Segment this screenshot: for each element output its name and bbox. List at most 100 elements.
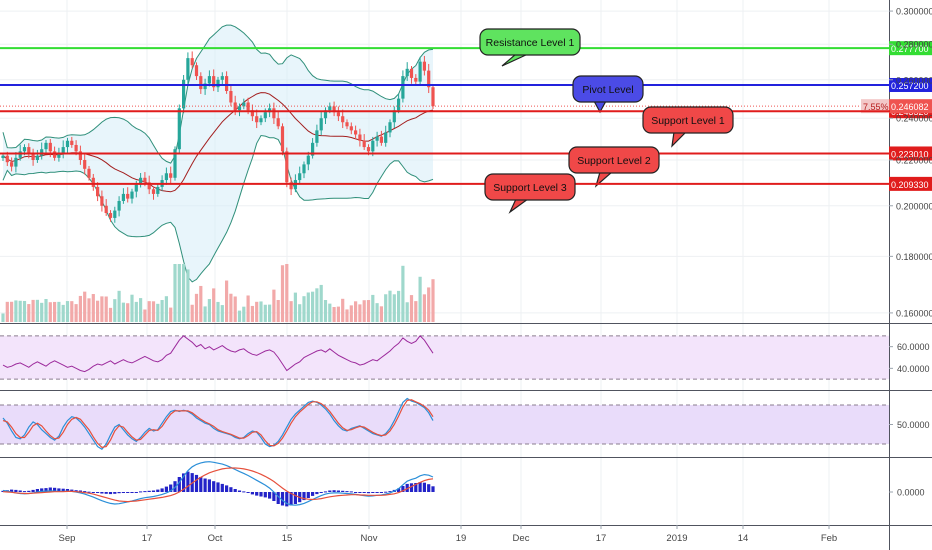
level-callout[interactable]: Resistance Level 1 (479, 28, 581, 67)
macd-histogram-bar (401, 486, 405, 492)
change-badge[interactable]: 7.55% (861, 99, 889, 114)
volume-bar (422, 294, 426, 322)
level-price-tag[interactable]: 0.257200 (889, 77, 932, 92)
volume-bar (345, 309, 349, 322)
volume-bar (164, 296, 168, 322)
macd-histogram-bar (48, 487, 52, 492)
volume-bar (311, 291, 315, 322)
candle (280, 126, 285, 152)
macd-line-1 (2, 467, 434, 503)
macd-histogram-bar (409, 483, 414, 492)
x-tick-label: Oct (208, 533, 223, 544)
rsi-band (0, 335, 890, 380)
price-axis[interactable]: 0.2777000.2572000.2435200.2230100.209330… (861, 7, 932, 498)
y-tick-label: 0.220000 (896, 156, 932, 166)
candle (212, 76, 216, 88)
candle (87, 168, 91, 178)
volume-bar (104, 296, 108, 322)
candle (186, 58, 190, 80)
callout-box (642, 106, 734, 134)
y-tick-label: 0.260000 (896, 75, 932, 85)
level-price-tag[interactable]: 0.223010 (889, 146, 932, 161)
volume-bar (78, 295, 82, 322)
candle (164, 173, 168, 181)
volume-bar (70, 301, 74, 322)
time-axis[interactable]: Sep 17 Oct 15 Nov 19 Dec 17 2019 14 Feb (59, 525, 838, 544)
volume-bar (160, 300, 164, 322)
macd-histogram-bar (169, 484, 173, 492)
x-tick-label: Sep (59, 533, 76, 544)
macd-histogram-bar (87, 491, 91, 493)
candle (375, 136, 379, 141)
callout-label: Support Level 3 (493, 182, 567, 194)
x-tick-label: Nov (361, 533, 378, 544)
volume-bar (207, 299, 211, 322)
volume-bar (1, 313, 5, 322)
macd-histogram-bar (379, 492, 383, 493)
volume-bar (418, 276, 422, 322)
level-callout[interactable]: Pivot Level (572, 75, 644, 114)
y-tick-label: 0.160000 (896, 308, 932, 318)
candle (379, 136, 383, 143)
macd-histogram-bar (422, 482, 426, 492)
volume-bar (216, 301, 220, 322)
volume-bar (349, 305, 353, 322)
level-callout[interactable]: Support Level 1 (642, 106, 734, 148)
callout-box (572, 75, 644, 103)
price-panel[interactable] (0, 24, 890, 322)
stoch-line-1 (2, 399, 434, 448)
candle (18, 151, 22, 158)
rsi-panel[interactable] (0, 335, 890, 380)
candle (1, 155, 5, 159)
change-badge-bg (861, 99, 889, 114)
level-price-tag-text: 0.223010 (891, 149, 929, 159)
macd-histogram-bar (139, 491, 143, 493)
volume-bar (44, 299, 48, 322)
x-tick-label: 17 (142, 533, 153, 544)
x-tick-label: 19 (456, 533, 467, 544)
macd-histogram-bar (14, 489, 18, 492)
change-badge-text: 7.55% (863, 102, 889, 112)
level-price-tag[interactable]: 0.277700 (889, 41, 932, 56)
candle (78, 151, 82, 161)
volume-bar (173, 264, 177, 322)
candle (22, 147, 27, 152)
candle (10, 162, 14, 167)
macd-histogram-bar (83, 491, 87, 493)
macd-histogram-bar (328, 490, 332, 492)
candle (409, 68, 414, 78)
candle (336, 112, 340, 117)
level-price-tag[interactable]: 0.209330 (889, 176, 932, 191)
candle (147, 182, 151, 190)
volume-bar (272, 289, 276, 322)
candle (44, 142, 48, 150)
volume-bar (280, 265, 285, 322)
level-callout[interactable]: Support Level 3 (484, 173, 576, 214)
candle (354, 130, 358, 135)
candle (91, 177, 95, 187)
level-callout[interactable]: Support Level 2 (568, 146, 660, 188)
candle (414, 77, 418, 82)
candle (246, 102, 250, 111)
macd-histogram-bar (414, 483, 418, 492)
macd-histogram-bar (121, 492, 125, 493)
macd-histogram-bar (259, 492, 263, 497)
last-price-tag-text: 0.246082 (891, 102, 929, 112)
volume-bar (328, 303, 332, 322)
macd-panel[interactable] (1, 461, 435, 507)
candle (70, 140, 74, 145)
callout-box (484, 173, 576, 201)
last-price-tag[interactable]: 0.246082 (889, 99, 932, 114)
x-tick-label: 17 (596, 533, 607, 544)
volume-bar (319, 284, 323, 322)
macd-histogram-bar (143, 491, 147, 493)
macd-histogram-bar (255, 492, 259, 496)
macd-histogram-bar (108, 492, 113, 495)
volume-bar (40, 302, 44, 322)
y-tick-label: 0.180000 (896, 252, 932, 262)
candle (341, 116, 345, 123)
stochastic-panel[interactable] (0, 397, 890, 450)
macd-histogram-bar (306, 492, 310, 498)
volume-bar (14, 300, 18, 322)
